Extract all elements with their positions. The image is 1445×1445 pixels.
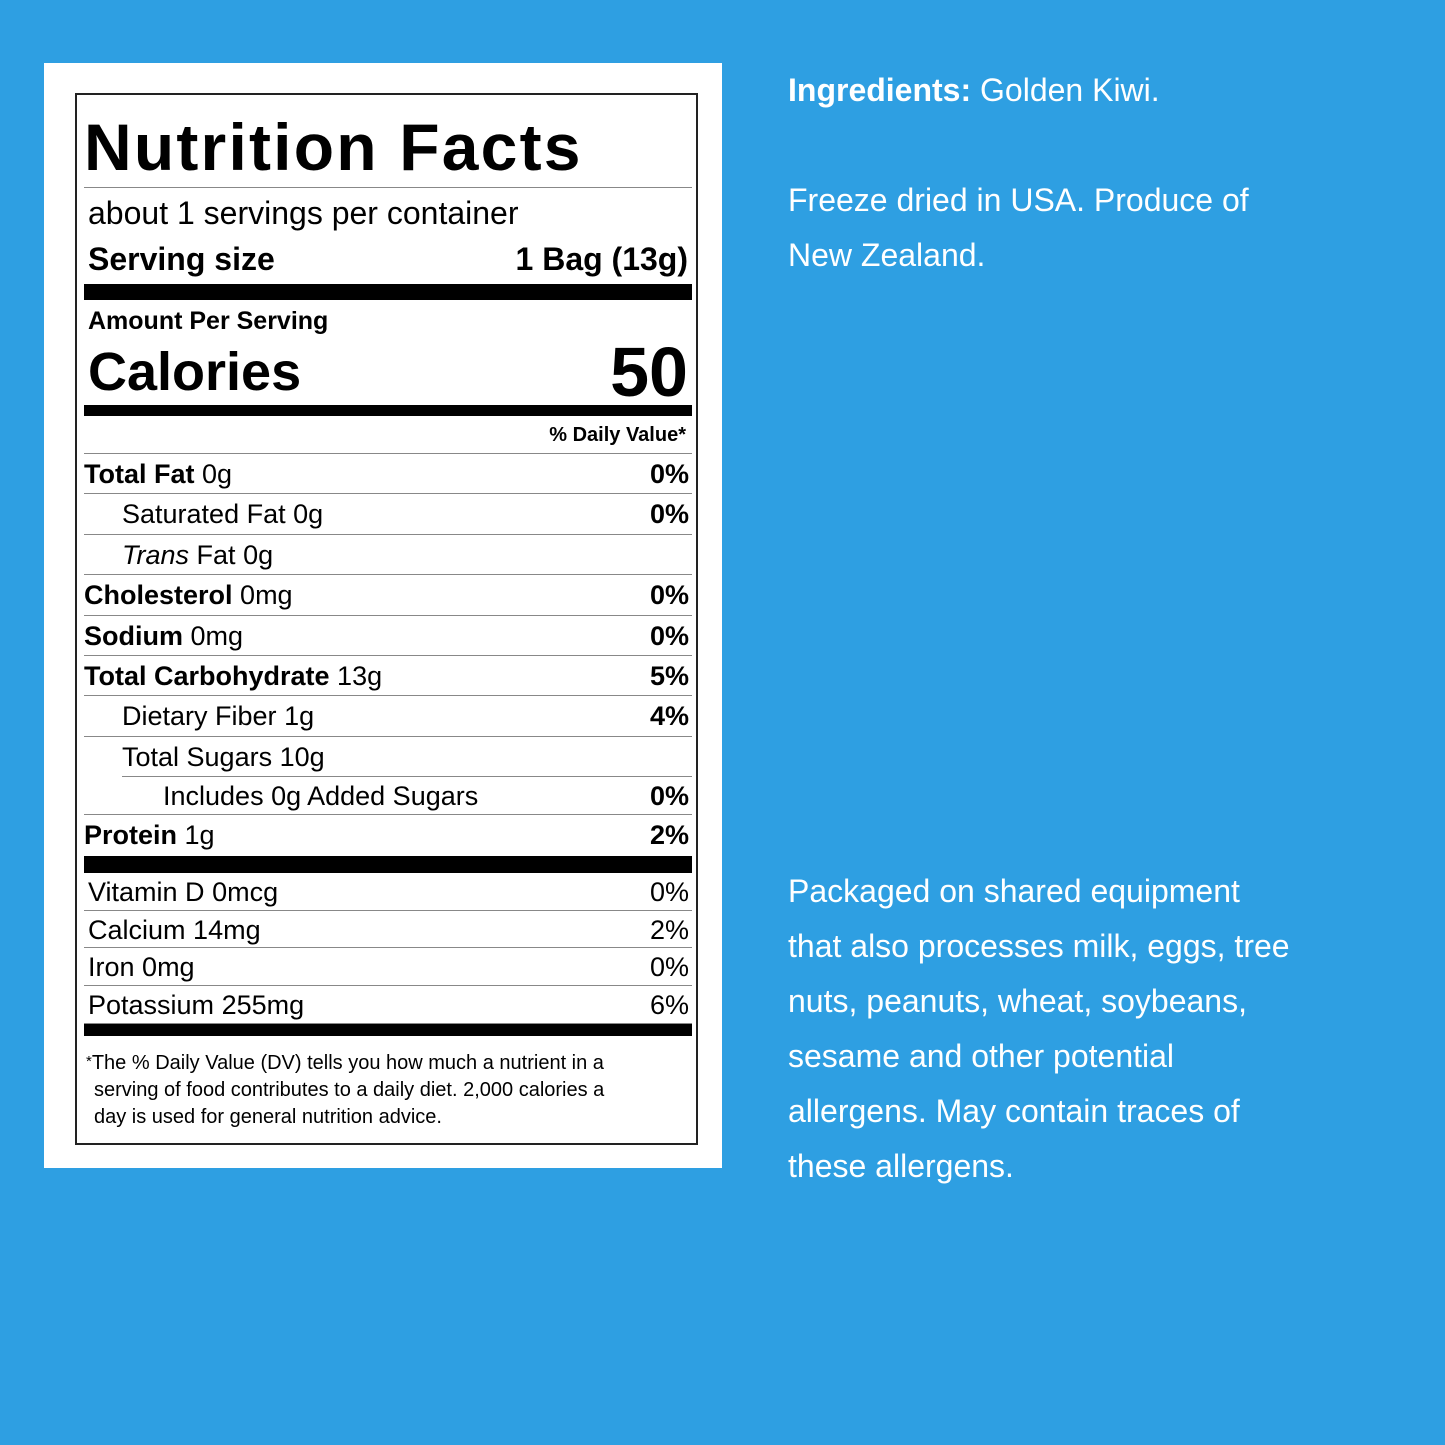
vitamin-dv: 0% xyxy=(649,877,689,908)
nutrient-dv: 0% xyxy=(649,580,689,611)
nutrient-amount: 10g xyxy=(279,741,325,772)
nutrient-row: Total Fat 0g 0% xyxy=(84,454,692,495)
nutrient-amount: 1g xyxy=(184,820,215,851)
thick-rule xyxy=(84,405,692,416)
nutrient-name: Cholesterol xyxy=(84,580,233,611)
nutrition-label: Nutrition Facts about 1 servings per con… xyxy=(75,93,698,1145)
nutrient-row: Dietary Fiber 1g 4% xyxy=(84,696,692,737)
vitamin-row: Iron 0mg 0% xyxy=(84,948,692,986)
amount-per-serving: Amount Per Serving xyxy=(88,307,329,335)
nutrient-row: Cholesterol 0mg 0% xyxy=(84,575,692,616)
servings: about 1 servings per container xyxy=(88,195,519,231)
calories-label: Calories xyxy=(88,341,302,402)
thick-rule xyxy=(84,856,692,874)
vitamin-amount: 255mg xyxy=(221,989,305,1020)
serving-size-label: Serving size xyxy=(88,241,275,277)
calories-row: Calories 50 xyxy=(84,333,692,411)
thick-rule xyxy=(84,1023,692,1036)
vitamin-row: Calcium 14mg 2% xyxy=(84,911,692,949)
footnote-line: day is used for general nutrition advice… xyxy=(94,1105,442,1128)
nutrient-dv: 5% xyxy=(649,660,689,691)
allergen-line: that also processes milk, eggs, tree xyxy=(788,928,1290,964)
footnote-text: The % Daily Value (DV) tells you how muc… xyxy=(91,1051,604,1074)
calories-value: 50 xyxy=(610,332,688,411)
nutrient-row: Saturated Fat 0g 0% xyxy=(84,494,692,535)
label-title: Nutrition Facts xyxy=(84,95,692,188)
nutrient-row: Total Carbohydrate 13g 5% xyxy=(84,656,692,697)
origin: Freeze dried in USA. Produce of New Zeal… xyxy=(788,173,1249,283)
vitamin-dv: 6% xyxy=(649,989,689,1020)
allergen-line: these allergens. xyxy=(788,1148,1014,1184)
vitamin-name: Vitamin D xyxy=(88,877,205,908)
ingredients: Ingredients: Golden Kiwi. xyxy=(788,63,1160,118)
serving-size-value: 1 Bag (13g) xyxy=(515,241,688,277)
ingredients-label: Ingredients: xyxy=(788,72,972,108)
nutrient-name: Fat xyxy=(196,539,236,570)
nutrient-name: Saturated Fat xyxy=(122,499,286,530)
vitamin-amount: 0mcg xyxy=(212,877,279,908)
nutrient-name: Total Sugars xyxy=(122,741,273,772)
nutrient-row: Includes 0g Added Sugars 0% xyxy=(84,777,692,816)
serving-size: Serving size 1 Bag (13g) xyxy=(84,236,692,284)
vitamin-name: Potassium xyxy=(88,989,215,1020)
footnote-mark: * xyxy=(86,1052,92,1070)
footnote-line: serving of food contributes to a daily d… xyxy=(94,1078,605,1101)
nutrient-amount: 0g xyxy=(293,499,324,530)
vitamin-row: Potassium 255mg 6% xyxy=(84,986,692,1024)
nutrient-amount: 0mg xyxy=(190,620,244,651)
nutrient-name: Total Carbohydrate xyxy=(84,660,330,691)
nutrient-dv: 4% xyxy=(649,701,689,732)
nutrient-name: Protein xyxy=(84,820,178,851)
nutrient-dv: 0% xyxy=(649,781,689,812)
nutrient-name: Includes 0g Added Sugars xyxy=(163,781,479,812)
origin-line: New Zealand. xyxy=(788,237,986,273)
nutrient-dv: 0% xyxy=(649,459,689,489)
nutrient-amount: 13g xyxy=(337,660,383,691)
vitamin-dv: 2% xyxy=(649,914,689,945)
vitamin-amount: 14mg xyxy=(193,914,261,945)
vitamin-amount: 0mg xyxy=(142,952,195,983)
origin-line: Freeze dried in USA. Produce of xyxy=(788,182,1249,218)
nutrient-amount: 0g xyxy=(243,539,274,570)
allergens: Packaged on shared equipment that also p… xyxy=(788,864,1290,1194)
nutrient-name: Dietary Fiber xyxy=(122,701,277,732)
nutrient-amount: 1g xyxy=(284,701,315,732)
nutrient-name-italic: Trans xyxy=(122,539,190,570)
nutrient-dv: 0% xyxy=(649,499,689,530)
nutrient-amount: 0mg xyxy=(240,580,293,611)
ingredients-text: Golden Kiwi. xyxy=(980,72,1160,108)
nutrient-name: Sodium xyxy=(84,620,183,651)
vitamin-name: Iron xyxy=(88,952,135,983)
nutrient-amount: 0g xyxy=(202,459,233,489)
nutrient-row: Trans Fat 0g xyxy=(84,535,692,576)
nutrient-dv: 0% xyxy=(649,620,689,651)
footnote: *The % Daily Value (DV) tells you how mu… xyxy=(84,1036,692,1131)
dv-header: % Daily Value* xyxy=(84,416,692,454)
allergen-line: allergens. May contain traces of xyxy=(788,1093,1240,1129)
footnote-line: *The % Daily Value (DV) tells you how mu… xyxy=(86,1048,692,1077)
allergen-line: Packaged on shared equipment xyxy=(788,873,1240,909)
vitamin-row: Vitamin D 0mcg 0% xyxy=(84,873,692,911)
thick-rule xyxy=(84,284,692,300)
nutrient-row: Sodium 0mg 0% xyxy=(84,616,692,656)
vitamin-dv: 0% xyxy=(649,952,689,983)
nutrient-row: Total Sugars 10g xyxy=(122,737,692,778)
nutrient-row: Protein 1g 2% xyxy=(84,815,692,856)
vitamin-name: Calcium xyxy=(88,914,186,945)
allergen-line: sesame and other potential xyxy=(788,1038,1175,1074)
allergen-line: nuts, peanuts, wheat, soybeans, xyxy=(788,983,1247,1019)
nutrient-name: Total Fat xyxy=(84,459,195,489)
nutrient-dv: 2% xyxy=(649,820,689,851)
